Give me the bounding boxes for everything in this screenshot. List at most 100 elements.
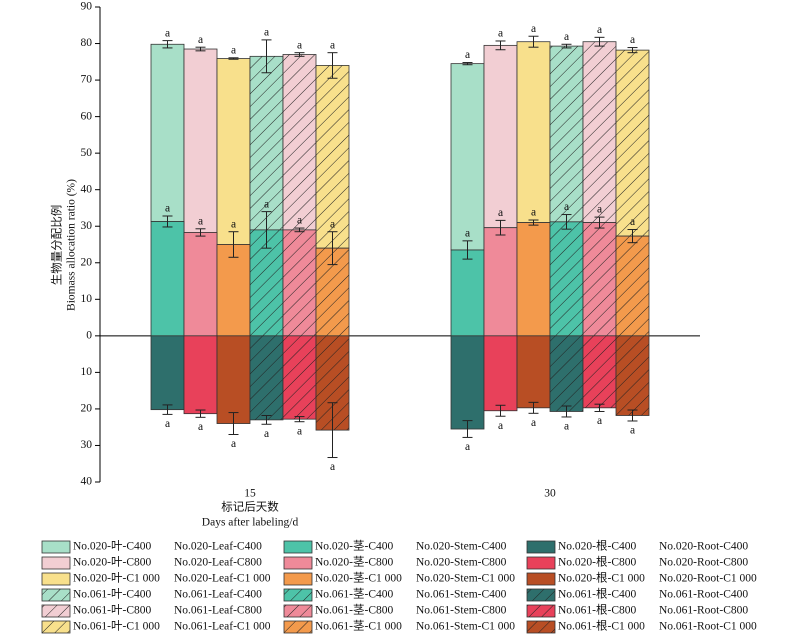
bar-segment (483, 44, 518, 229)
legend-label: No.061-根-C800 (558, 603, 637, 617)
legend-hatch (42, 589, 70, 601)
legend-label: No.061-茎-C1 000 (315, 620, 402, 633)
legend-swatch (526, 572, 556, 586)
significance-label: a (198, 34, 203, 46)
significance-label: a (231, 438, 236, 450)
y-tick-label: 10 (81, 293, 93, 305)
legend-label: No.020-茎-C800 (315, 556, 394, 569)
significance-label: a (531, 207, 536, 219)
bar-hatch (583, 335, 616, 408)
legend-label-en: No.061-Leaf-C1 000 (174, 621, 271, 633)
significance-label: a (597, 24, 602, 36)
legend-label: No.061-叶-C1 000 (73, 620, 160, 633)
bar-segment (216, 58, 251, 245)
y-tick-label: 30 (81, 220, 93, 232)
bar-hatch (550, 335, 583, 412)
y-tick-label: 60 (81, 110, 93, 122)
legend-label-en: No.061-Stem-C800 (416, 605, 507, 617)
significance-label: a (231, 218, 236, 230)
significance-label: a (165, 203, 170, 215)
legend-hatch (284, 589, 312, 601)
legend-label-en: No.061-Stem-C1 000 (416, 621, 515, 633)
legend-label-en: No.020-Stem-C400 (416, 541, 507, 553)
legend-hatch (284, 605, 312, 617)
bar-hatch (283, 335, 316, 420)
bar-segment (516, 222, 551, 337)
legend-swatch (283, 556, 313, 570)
legend-label-en: No.020-Stem-C800 (416, 557, 507, 569)
legend-swatch (526, 540, 556, 554)
legend-label: No.020-叶-C800 (73, 556, 152, 569)
legend-label-en: No.020-Leaf-C1 000 (174, 573, 271, 585)
significance-label: a (264, 428, 269, 440)
bar-hatch (616, 335, 649, 416)
legend-label: No.020-根-C400 (558, 539, 637, 553)
legend-label-en: No.061-Leaf-C800 (174, 605, 262, 617)
legend-hatch (527, 589, 555, 601)
legend-label-en: No.020-Stem-C1 000 (416, 573, 515, 585)
legend-label: No.061-根-C400 (558, 587, 637, 601)
legend-hatch (527, 621, 555, 633)
significance-label: a (498, 207, 503, 219)
bar-hatch (283, 54, 316, 230)
significance-label: a (597, 415, 602, 427)
significance-label: a (498, 28, 503, 40)
significance-label: a (630, 216, 635, 228)
bar-hatch (583, 41, 616, 223)
bar-segment (216, 244, 251, 337)
bar-segment (516, 41, 551, 223)
legend-label: No.020-叶-C1 000 (73, 572, 160, 585)
significance-label: a (498, 420, 503, 432)
bar-hatch (550, 46, 583, 222)
legend-swatch (283, 572, 313, 586)
legend-swatch (283, 540, 313, 554)
x-tick-label: 30 (544, 488, 556, 500)
bar-segment (450, 249, 485, 337)
legend-hatch (42, 621, 70, 633)
significance-label: a (564, 421, 569, 433)
y-tick-label: 10 (81, 366, 93, 378)
significance-label: a (165, 418, 170, 430)
significance-label: a (297, 215, 302, 227)
bar-segment (183, 48, 218, 233)
bar-hatch (583, 222, 616, 336)
bar-segment (183, 335, 218, 415)
significance-label: a (297, 425, 302, 437)
significance-label: a (630, 34, 635, 46)
legend-label-en: No.061-Root-C800 (659, 605, 748, 617)
legend-label-en: No.061-Stem-C400 (416, 589, 507, 601)
y-tick-label: 20 (81, 256, 93, 268)
legend-swatch (41, 540, 71, 554)
legend-label: No.061-茎-C800 (315, 604, 394, 617)
significance-label: a (165, 27, 170, 39)
bar-hatch (283, 229, 316, 336)
legend-label-en: No.061-Root-C400 (659, 589, 748, 601)
legend-label: No.020-叶-C400 (73, 540, 152, 553)
legend-label: No.061-茎-C400 (315, 588, 394, 601)
significance-label: a (330, 39, 335, 51)
x-axis-label-en: Days after labeling/d (202, 517, 299, 529)
significance-label: a (330, 218, 335, 230)
significance-label: a (465, 441, 470, 453)
legend-hatch (527, 605, 555, 617)
y-tick-label: 30 (81, 439, 93, 451)
bar-hatch (616, 236, 649, 336)
bar-hatch (250, 56, 283, 230)
y-tick-label: 0 (86, 329, 92, 341)
significance-label: a (231, 44, 236, 56)
legend-swatch (526, 556, 556, 570)
y-tick-label: 40 (81, 476, 93, 488)
legend-label: No.061-叶-C400 (73, 588, 152, 601)
bar-segment (183, 232, 218, 337)
legend-label-en: No.020-Leaf-C800 (174, 557, 262, 569)
significance-label: a (264, 27, 269, 39)
x-tick-label: 15 (244, 488, 256, 500)
bar-hatch (550, 221, 583, 336)
legend-label: No.020-根-C1 000 (558, 571, 645, 585)
legend-swatch (41, 556, 71, 570)
significance-label: a (330, 461, 335, 473)
y-tick-label: 50 (81, 147, 93, 159)
bar-hatch (250, 335, 283, 420)
bar-segment (516, 335, 551, 409)
